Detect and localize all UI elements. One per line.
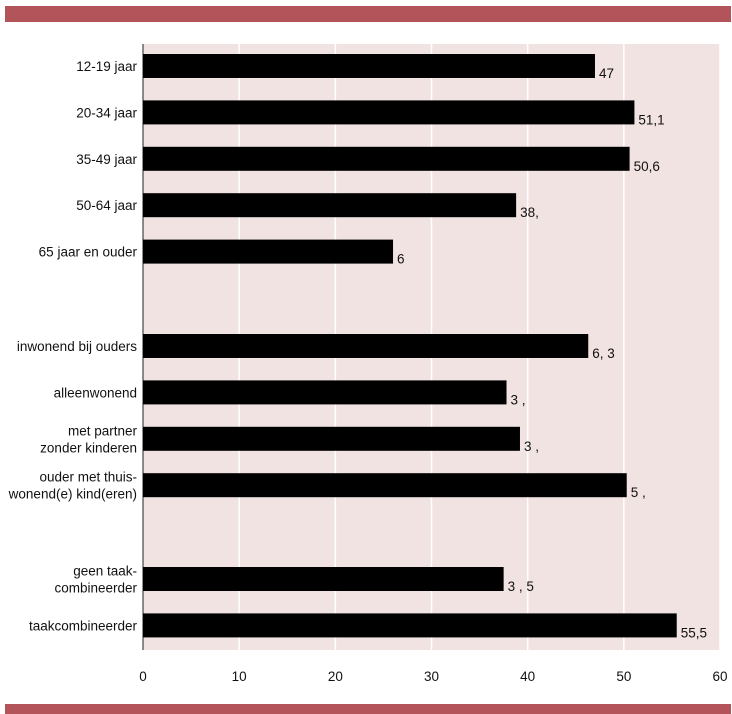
bar — [143, 567, 504, 591]
bar — [143, 380, 507, 405]
category-label: geen taak- — [73, 564, 137, 579]
bar — [143, 239, 394, 264]
data-label: 3 , — [511, 392, 526, 407]
category-label: 65 jaar en ouder — [39, 245, 138, 260]
bar — [143, 193, 517, 218]
bar — [143, 613, 677, 638]
x-tick-label: 60 — [712, 669, 727, 684]
top-color-band — [5, 6, 731, 22]
x-tick-label: 30 — [424, 669, 439, 684]
data-label: 51,1 — [638, 112, 664, 127]
bar — [143, 146, 630, 171]
category-label: 50-64 jaar — [76, 198, 137, 213]
category-label: inwonend bij ouders — [17, 339, 137, 354]
x-tick-label: 20 — [328, 669, 343, 684]
category-label: 35-49 jaar — [76, 152, 137, 167]
bar — [143, 100, 635, 125]
category-label: combineerder — [54, 581, 137, 596]
bottom-color-band — [5, 704, 731, 714]
data-label: 55,5 — [681, 625, 707, 640]
category-label: met partner — [68, 423, 138, 438]
bar — [143, 473, 627, 498]
data-label: 6, 3 — [592, 346, 615, 361]
category-label: 12-19 jaar — [76, 59, 137, 74]
category-label: taakcombineerder — [29, 618, 138, 633]
bar — [143, 426, 520, 451]
data-label: 3 , — [524, 439, 539, 454]
x-tick-label: 50 — [616, 669, 631, 684]
data-label: 5 , — [631, 485, 646, 500]
bar — [143, 334, 589, 358]
category-label: zonder kinderen — [40, 440, 137, 455]
x-tick-label: 0 — [139, 669, 147, 684]
category-label: ouder met thuis- — [39, 470, 137, 485]
data-label: 50,6 — [634, 159, 660, 174]
category-label: 20-34 jaar — [76, 105, 137, 120]
x-tick-label: 10 — [232, 669, 247, 684]
bar — [143, 54, 595, 78]
data-label: 38, — [520, 205, 539, 220]
category-label: wonend(e) kind(eren) — [8, 487, 137, 502]
data-label: 3 , 5 — [508, 579, 534, 594]
data-label: 47 — [599, 66, 614, 81]
data-label: 6 — [397, 252, 405, 267]
x-tick-label: 40 — [520, 669, 535, 684]
category-label: alleenwonend — [54, 385, 137, 400]
